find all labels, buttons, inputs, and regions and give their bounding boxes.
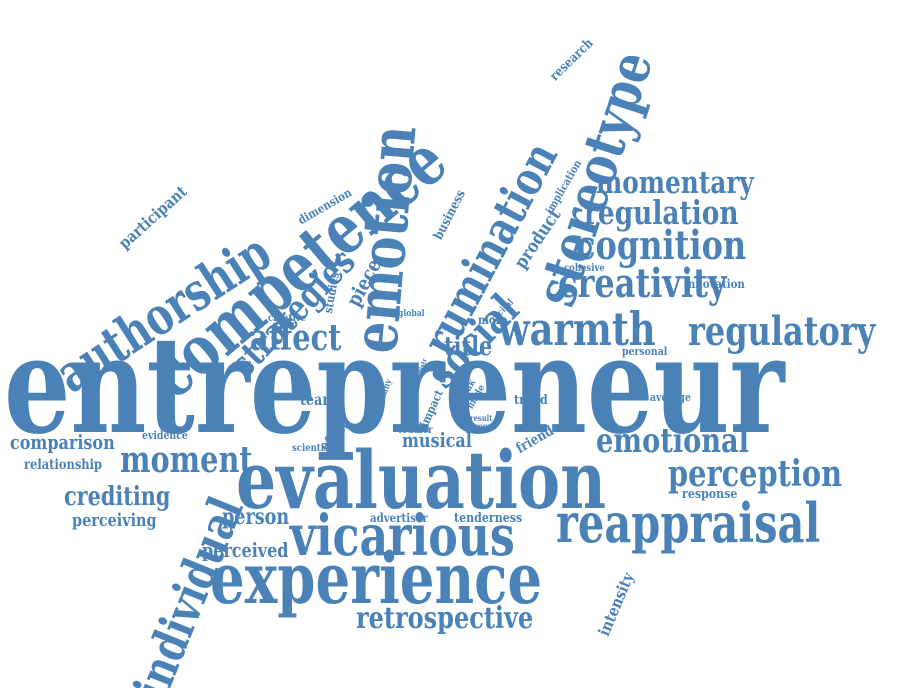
word-scientist: scientist bbox=[292, 443, 333, 454]
word-tenderness: tenderness bbox=[454, 511, 523, 526]
word-research: research bbox=[547, 35, 597, 85]
word-personal: personal bbox=[622, 345, 668, 358]
word-cognition: cognition bbox=[576, 222, 747, 269]
word-intensity: intensity bbox=[594, 569, 638, 639]
word-emotional: emotional bbox=[596, 421, 749, 461]
word-team: team bbox=[300, 390, 336, 409]
word-evaluation: evaluation bbox=[236, 433, 607, 527]
word-regulation: regulation bbox=[584, 193, 739, 232]
word-title: title bbox=[444, 332, 493, 362]
word-affect: affect bbox=[250, 317, 342, 359]
word-global: global bbox=[398, 309, 425, 319]
word-creative: creative bbox=[268, 313, 307, 324]
word-participant: participant bbox=[114, 181, 191, 253]
word-person: person bbox=[222, 504, 290, 530]
word-average: average bbox=[650, 391, 691, 404]
word-emotion: emotion bbox=[338, 122, 431, 356]
word-evidence: evidence bbox=[142, 429, 188, 442]
word-experience: experience bbox=[210, 537, 543, 620]
word-more: more bbox=[478, 313, 508, 327]
word-comparison: comparison bbox=[10, 430, 115, 454]
word-perception: perception bbox=[668, 453, 843, 495]
word-retrospective: retrospective bbox=[356, 601, 534, 636]
word-reappraisal: reappraisal bbox=[556, 491, 821, 555]
word-vicarious: vicarious bbox=[290, 503, 515, 569]
word-perceived: perceived bbox=[202, 538, 289, 562]
word-momentary: momentary bbox=[596, 165, 754, 201]
word-musical: musical bbox=[402, 428, 472, 452]
word-perceiving: perceiving bbox=[72, 510, 157, 531]
word-entrepreneur: entrepreneur bbox=[4, 306, 785, 464]
word-crediting: crediting bbox=[64, 482, 171, 512]
word-trend: trend bbox=[514, 393, 548, 408]
word-cohesive: cohesive bbox=[564, 263, 605, 274]
word-relationship: relationship bbox=[24, 457, 103, 473]
word-warmth: warmth bbox=[498, 302, 656, 356]
word-toddler: toddler bbox=[398, 425, 433, 436]
word-advertiser: advertiser bbox=[370, 511, 428, 525]
word-regulatory: regulatory bbox=[688, 308, 876, 355]
word-response: response bbox=[682, 487, 738, 502]
word-creativity: creativity bbox=[558, 260, 727, 307]
word-group: group bbox=[470, 421, 493, 431]
word-result: result bbox=[470, 413, 493, 423]
word-moment: moment bbox=[120, 439, 253, 481]
word-innovation: innovation bbox=[684, 277, 745, 291]
